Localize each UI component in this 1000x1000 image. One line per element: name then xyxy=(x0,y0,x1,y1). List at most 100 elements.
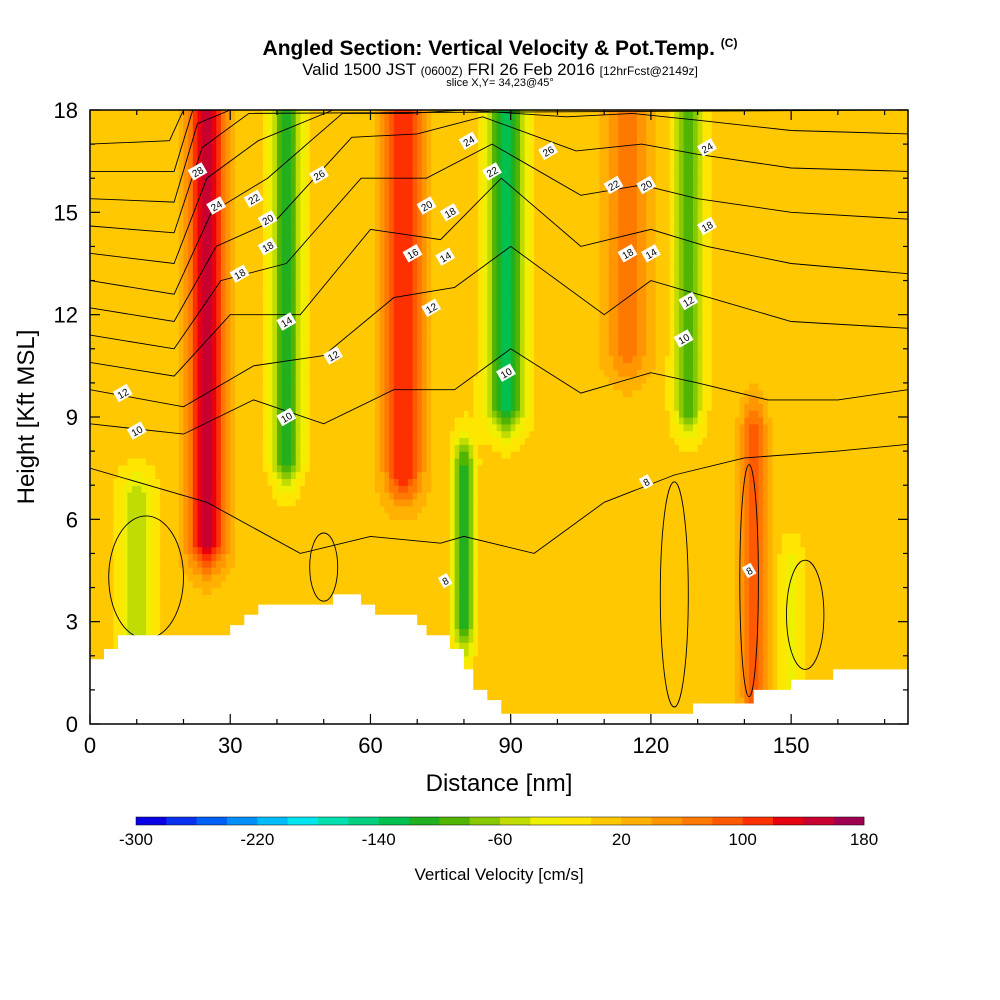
velocity-cell xyxy=(585,532,591,541)
velocity-cell xyxy=(398,594,404,602)
velocity-cell xyxy=(435,580,442,589)
velocity-cell xyxy=(183,621,189,630)
velocity-cell xyxy=(524,703,530,711)
velocity-cell xyxy=(197,573,203,582)
velocity-cell xyxy=(445,539,451,548)
velocity-cell xyxy=(730,628,736,636)
velocity-cell xyxy=(403,532,409,541)
velocity-cell xyxy=(590,546,596,555)
velocity-cell xyxy=(692,676,699,684)
velocity-cell xyxy=(594,669,601,677)
velocity-cell xyxy=(347,567,353,575)
velocity-cell xyxy=(113,573,119,582)
velocity-cell xyxy=(99,608,105,616)
velocity-cell xyxy=(814,635,820,643)
velocity-cell xyxy=(370,580,376,589)
velocity-cell xyxy=(622,553,629,561)
velocity-cell xyxy=(566,608,573,616)
velocity-cell xyxy=(323,526,329,534)
velocity-cell xyxy=(169,567,175,575)
velocity-cell xyxy=(234,601,241,609)
velocity-cell xyxy=(290,580,297,589)
velocity-cell xyxy=(342,580,348,589)
velocity-cell xyxy=(721,676,727,684)
velocity-cell xyxy=(435,567,442,575)
velocity-cell xyxy=(155,608,161,616)
velocity-cell xyxy=(515,621,521,630)
velocity-cell xyxy=(132,532,138,541)
velocity-cell xyxy=(669,532,675,541)
velocity-cell xyxy=(225,573,231,582)
velocity-cell xyxy=(688,546,694,555)
velocity-cell xyxy=(805,608,811,616)
velocity-cell xyxy=(683,683,689,691)
velocity-cell xyxy=(641,669,647,677)
velocity-cell xyxy=(290,532,297,541)
velocity-cell xyxy=(449,608,456,616)
velocity-cell xyxy=(833,642,839,650)
velocity-cell xyxy=(613,601,619,609)
velocity-cell xyxy=(678,669,685,677)
velocity-cell xyxy=(370,560,376,568)
velocity-cell xyxy=(814,621,820,630)
velocity-cell xyxy=(216,601,222,609)
velocity-cell xyxy=(174,526,180,534)
velocity-cell xyxy=(772,532,778,541)
velocity-cell xyxy=(426,608,432,616)
velocity-cell xyxy=(819,532,825,541)
velocity-cell xyxy=(618,621,624,630)
velocity-cell xyxy=(641,608,647,616)
velocity-cell xyxy=(669,553,675,561)
velocity-cell xyxy=(216,532,222,541)
velocity-cell xyxy=(253,587,259,595)
velocity-cell xyxy=(697,608,703,616)
velocity-cell xyxy=(421,601,428,609)
velocity-cell xyxy=(875,594,881,602)
velocity-cell xyxy=(772,648,778,657)
velocity-cell xyxy=(636,655,643,664)
velocity-cell xyxy=(744,587,750,595)
velocity-cell xyxy=(90,608,96,616)
velocity-cell xyxy=(501,703,507,711)
velocity-cell xyxy=(169,573,175,582)
velocity-cell xyxy=(650,594,657,602)
velocity-cell xyxy=(753,594,760,602)
velocity-cell xyxy=(94,573,100,582)
velocity-cell xyxy=(730,648,736,657)
velocity-cell xyxy=(150,532,157,541)
velocity-cell xyxy=(566,567,573,575)
velocity-cell xyxy=(150,580,157,589)
velocity-cell xyxy=(468,532,474,541)
velocity-cell xyxy=(702,642,708,650)
velocity-cell xyxy=(646,628,652,636)
velocity-cell xyxy=(548,635,554,643)
velocity-cell xyxy=(506,655,512,664)
velocity-cell xyxy=(276,573,283,582)
velocity-cell xyxy=(557,601,563,609)
velocity-cell xyxy=(767,560,774,568)
velocity-cell xyxy=(674,546,680,555)
velocity-cell xyxy=(244,601,250,609)
velocity-cell xyxy=(618,669,624,677)
velocity-cell xyxy=(823,655,830,664)
velocity-cell xyxy=(529,532,535,541)
velocity-cell xyxy=(739,539,745,548)
velocity-cell xyxy=(473,573,479,582)
velocity-cell xyxy=(234,567,241,575)
velocity-cell xyxy=(903,655,908,664)
velocity-cell xyxy=(473,553,479,561)
velocity-cell xyxy=(520,683,526,691)
velocity-cell xyxy=(566,676,573,684)
velocity-cell xyxy=(319,526,325,534)
velocity-cell xyxy=(683,553,689,561)
velocity-cell xyxy=(711,655,717,664)
velocity-cell xyxy=(389,526,395,534)
velocity-cell xyxy=(473,532,479,541)
velocity-cell xyxy=(328,573,334,582)
velocity-cell xyxy=(482,608,488,616)
velocity-cell xyxy=(861,608,867,616)
velocity-cell xyxy=(585,553,591,561)
velocity-cell xyxy=(155,560,161,568)
velocity-cell xyxy=(641,546,647,555)
velocity-cell xyxy=(234,539,241,548)
